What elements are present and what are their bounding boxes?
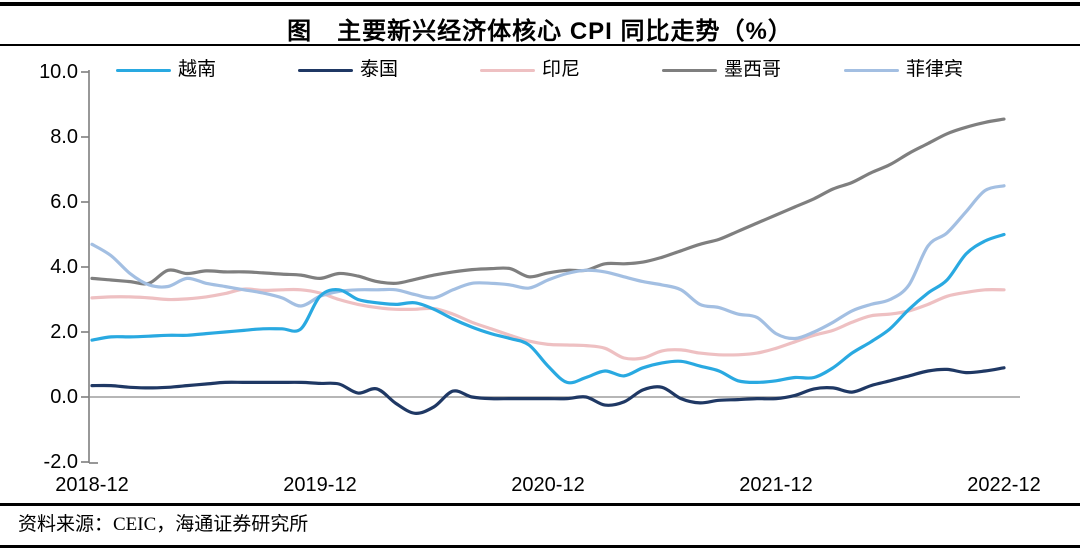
title-divider-rule [0, 44, 1080, 46]
line-vietnam [90, 232, 1006, 385]
line-mexico [90, 117, 1006, 286]
x-axis-tick-label: 2021-12 [739, 474, 813, 496]
legend-label-vietnam: 越南 [178, 59, 217, 80]
y-axis-tick-label: 2.0 [50, 321, 78, 343]
y-axis-tick-label: 8.0 [50, 126, 78, 148]
chart-legend: 越南 泰国 印尼 墨西哥 菲律宾 [0, 57, 1080, 83]
legend-item-philippines: 菲律宾 [844, 57, 963, 83]
y-axis-tick-label: -2.0 [43, 451, 78, 473]
x-axis-tick-label: 2022-12 [967, 474, 1041, 496]
line-indonesia [90, 287, 1006, 361]
legend-item-vietnam: 越南 [116, 57, 216, 83]
top-border-rule [0, 2, 1080, 6]
x-axis-tick-label: 2019-12 [283, 474, 357, 496]
line-thailand [90, 366, 1006, 415]
line-philippines [90, 184, 1006, 341]
y-axis-tick-label: 10.0 [39, 61, 78, 83]
legend-label-thailand: 泰国 [360, 59, 399, 80]
legend-label-mexico: 墨西哥 [724, 59, 782, 80]
chart-title: 图 主要新兴经济体核心 CPI 同比走势（%） [287, 18, 793, 45]
legend-item-indonesia: 印尼 [480, 57, 580, 83]
x-axis-tick-label: 2018-12 [55, 474, 129, 496]
legend-swatch-thailand [298, 68, 353, 72]
bottom-border-rule [0, 545, 1080, 548]
legend-label-indonesia: 印尼 [542, 59, 581, 80]
y-axis-tick-label: 4.0 [50, 256, 78, 278]
legend-swatch-philippines [844, 68, 899, 72]
legend-swatch-mexico [662, 68, 717, 72]
legend-item-mexico: 墨西哥 [662, 57, 781, 83]
source-divider-rule [0, 503, 1080, 506]
legend-swatch-indonesia [480, 68, 535, 72]
y-axis-tick-label: 6.0 [50, 191, 78, 213]
legend-swatch-vietnam [116, 68, 171, 72]
legend-label-philippines: 菲律宾 [906, 59, 964, 80]
x-axis-tick-label: 2020-12 [511, 474, 585, 496]
y-axis-tick-label: 0.0 [50, 386, 78, 408]
legend-item-thailand: 泰国 [298, 57, 398, 83]
source-note: 资料来源：CEIC，海通证券研究所 [18, 514, 309, 535]
